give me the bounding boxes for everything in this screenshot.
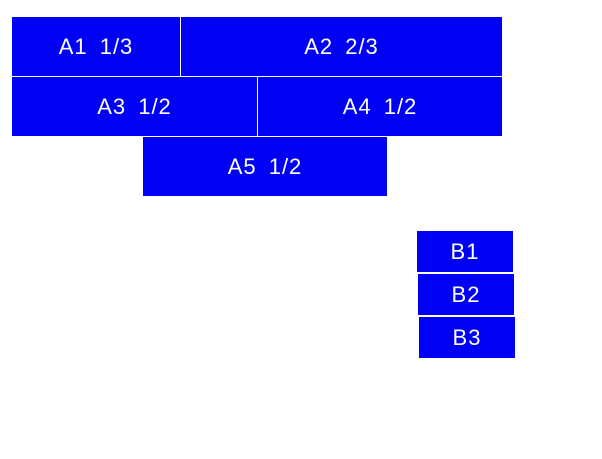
box-a2: A2 2/3 — [181, 17, 502, 76]
box-b2: B2 — [418, 274, 514, 315]
box-a5: A5 1/2 — [143, 137, 387, 196]
box-a3: A3 1/2 — [12, 77, 257, 136]
box-a1-label: A1 1/3 — [58, 33, 134, 59]
box-a5-label: A5 1/2 — [227, 153, 303, 179]
box-a1: A1 1/3 — [12, 17, 180, 76]
box-a2-label: A2 2/3 — [304, 33, 379, 59]
box-b3-label: B3 — [452, 324, 482, 350]
box-a4: A4 1/2 — [258, 77, 502, 136]
box-b1-label: B1 — [450, 238, 480, 264]
box-b1: B1 — [417, 231, 513, 272]
box-b3: B3 — [419, 317, 515, 358]
box-a3-label: A3 1/2 — [97, 93, 172, 119]
box-b2-label: B2 — [451, 281, 481, 307]
box-a4-label: A4 1/2 — [342, 93, 418, 119]
